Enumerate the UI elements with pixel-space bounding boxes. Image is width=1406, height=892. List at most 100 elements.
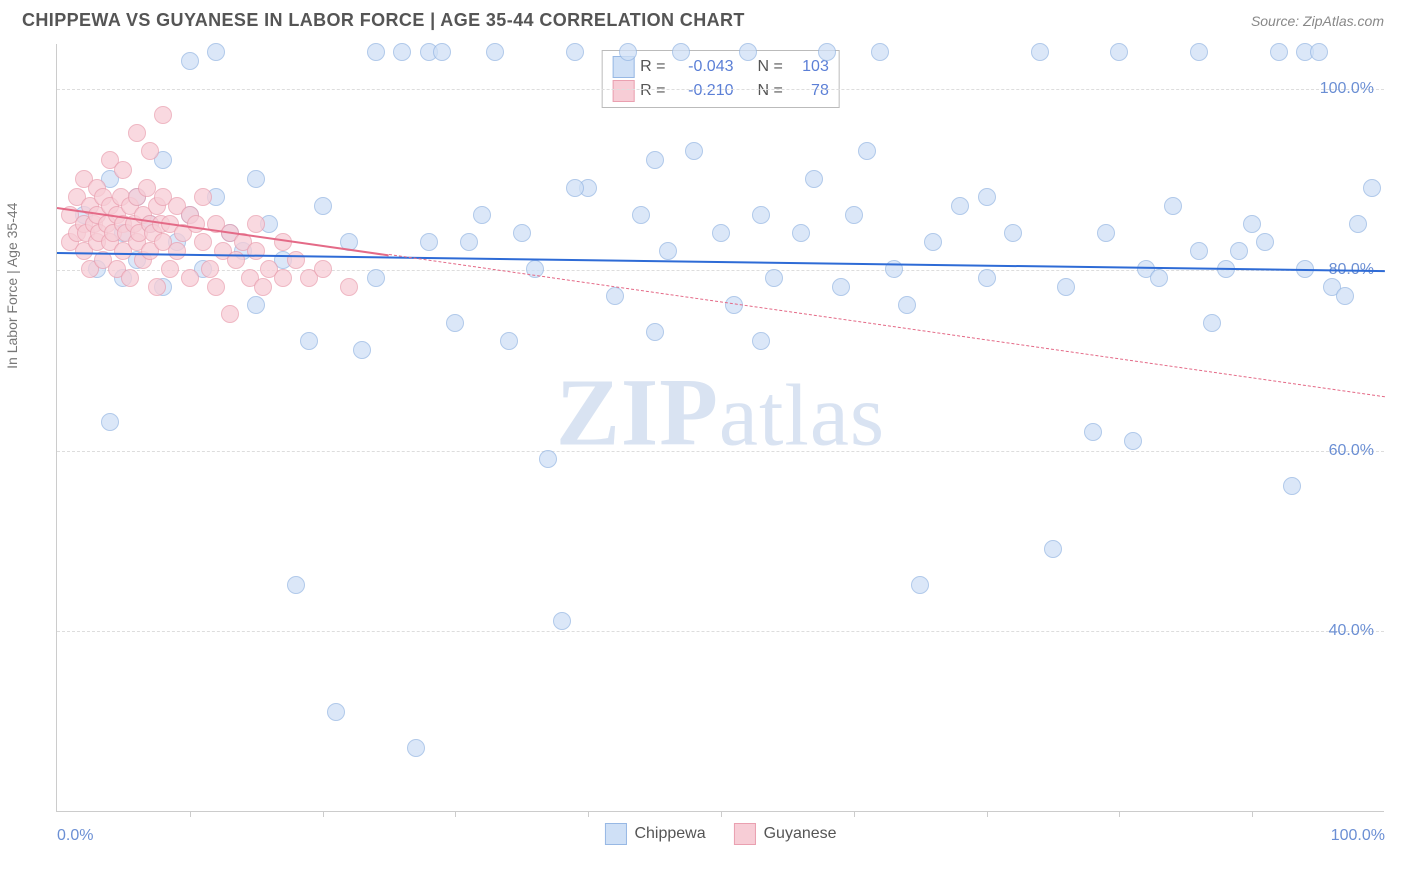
legend-label: Chippewa (634, 825, 705, 843)
data-point (247, 296, 265, 314)
y-axis-label: In Labor Force | Age 35-44 (4, 203, 20, 369)
data-point (1336, 287, 1354, 305)
data-point (805, 170, 823, 188)
data-point (407, 739, 425, 757)
legend-item: Guyanese (734, 823, 837, 845)
x-tick (1119, 811, 1120, 817)
gridline (57, 631, 1384, 632)
stats-n-label: N = (758, 55, 783, 79)
y-tick-label: 60.0% (1329, 442, 1374, 460)
data-point (1190, 43, 1208, 61)
source-label: Source: ZipAtlas.com (1251, 13, 1384, 29)
data-point (486, 43, 504, 61)
data-point (187, 215, 205, 233)
legend-label: Guyanese (764, 825, 837, 843)
x-tick (987, 811, 988, 817)
data-point (513, 224, 531, 242)
data-point (314, 197, 332, 215)
x-tick (588, 811, 589, 817)
data-point (646, 323, 664, 341)
data-point (181, 269, 199, 287)
data-point (101, 413, 119, 431)
stats-r-label: R = (640, 79, 665, 103)
data-point (287, 251, 305, 269)
data-point (1230, 242, 1248, 260)
data-point (114, 161, 132, 179)
stats-row: R = -0.210 N =78 (612, 79, 829, 103)
data-point (1164, 197, 1182, 215)
data-point (460, 233, 478, 251)
data-point (1110, 43, 1128, 61)
chart-title: CHIPPEWA VS GUYANESE IN LABOR FORCE | AG… (22, 10, 745, 31)
data-point (1283, 477, 1301, 495)
data-point (194, 188, 212, 206)
data-point (247, 242, 265, 260)
data-point (221, 305, 239, 323)
chart-container: In Labor Force | Age 35-44 ZIPatlas R =-… (22, 44, 1384, 844)
data-point (685, 142, 703, 160)
x-tick (190, 811, 191, 817)
x-tick (455, 811, 456, 817)
gridline (57, 89, 1384, 90)
legend-swatch (604, 823, 626, 845)
data-point (1057, 278, 1075, 296)
data-point (858, 142, 876, 160)
data-point (287, 576, 305, 594)
data-point (818, 43, 836, 61)
data-point (420, 233, 438, 251)
data-point (1044, 540, 1062, 558)
data-point (181, 52, 199, 70)
data-point (168, 242, 186, 260)
stats-legend: R =-0.043N =103R =-0.210N =78 (601, 50, 840, 108)
data-point (606, 287, 624, 305)
data-point (1256, 233, 1274, 251)
stats-n-label: N = (758, 79, 783, 103)
data-point (433, 43, 451, 61)
legend-swatch (734, 823, 756, 845)
data-point (646, 151, 664, 169)
data-point (566, 179, 584, 197)
data-point (148, 278, 166, 296)
legend-item: Chippewa (604, 823, 705, 845)
gridline (57, 451, 1384, 452)
data-point (1084, 423, 1102, 441)
data-point (832, 278, 850, 296)
data-point (924, 233, 942, 251)
data-point (207, 278, 225, 296)
trend-line (57, 252, 1385, 272)
data-point (247, 215, 265, 233)
data-point (367, 43, 385, 61)
data-point (1349, 215, 1367, 233)
stats-r-label: R = (640, 55, 665, 79)
data-point (1124, 432, 1142, 450)
data-point (473, 206, 491, 224)
data-point (752, 206, 770, 224)
data-point (845, 206, 863, 224)
legend-swatch (612, 80, 634, 102)
data-point (739, 43, 757, 61)
data-point (539, 450, 557, 468)
stats-r-value: -0.210 (672, 79, 734, 103)
data-point (247, 170, 265, 188)
data-point (254, 278, 272, 296)
data-point (314, 260, 332, 278)
data-point (871, 43, 889, 61)
data-point (951, 197, 969, 215)
data-point (619, 43, 637, 61)
x-tick-label: 100.0% (1331, 827, 1385, 845)
data-point (672, 43, 690, 61)
x-tick (721, 811, 722, 817)
data-point (765, 269, 783, 287)
data-point (1310, 43, 1328, 61)
data-point (1031, 43, 1049, 61)
stats-n-value: 78 (789, 79, 829, 103)
data-point (1190, 242, 1208, 260)
data-point (1203, 314, 1221, 332)
data-point (274, 269, 292, 287)
data-point (632, 206, 650, 224)
data-point (1150, 269, 1168, 287)
x-tick (323, 811, 324, 817)
data-point (911, 576, 929, 594)
bottom-legend: Chippewa Guyanese (604, 823, 836, 845)
data-point (898, 296, 916, 314)
